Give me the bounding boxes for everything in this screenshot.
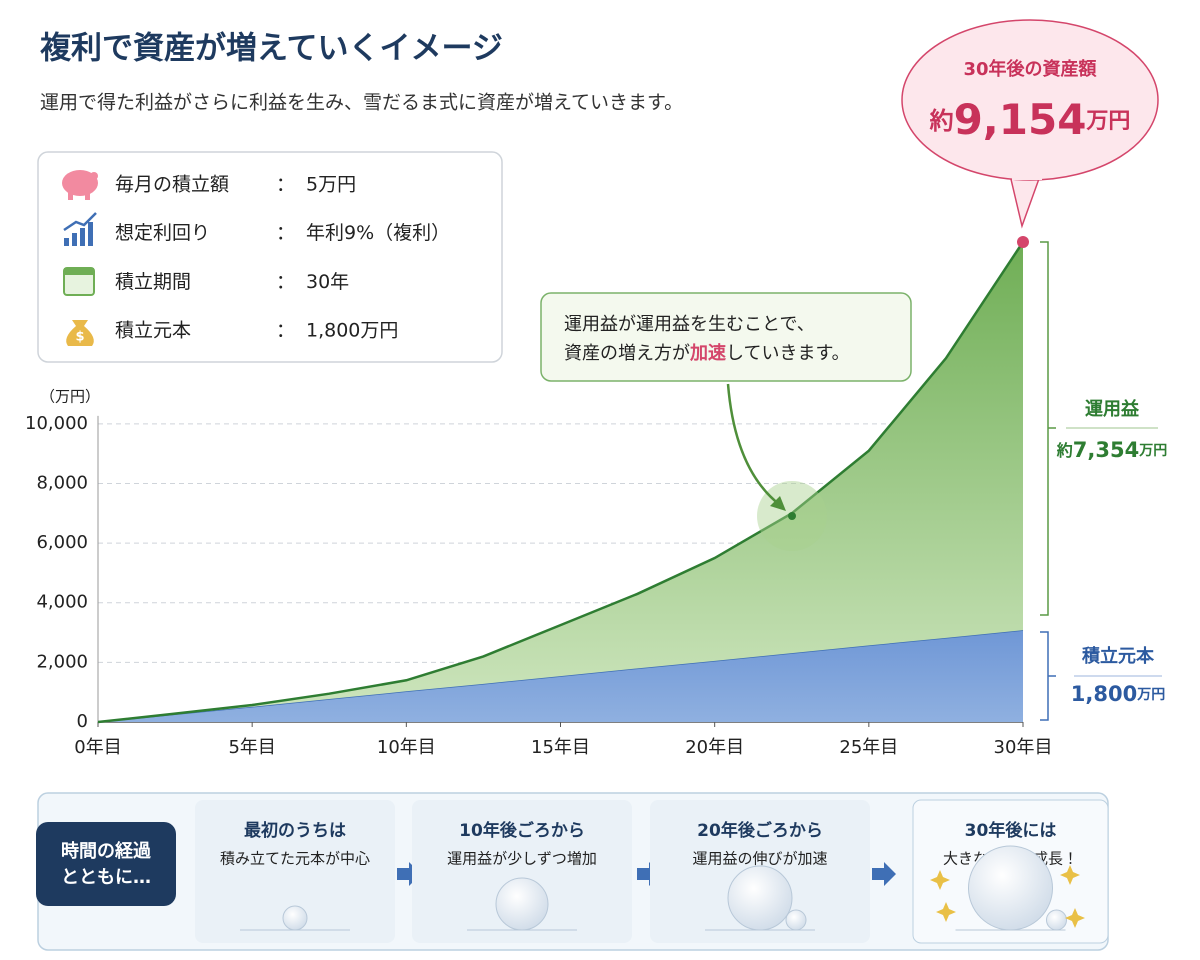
total-amount: 7,354 bbox=[1073, 438, 1139, 462]
total-unit: 万円 bbox=[1136, 687, 1165, 703]
stage-card bbox=[195, 800, 395, 943]
stage-title: 30年後には bbox=[965, 820, 1057, 841]
y-unit: （万円） bbox=[40, 388, 100, 406]
note-box bbox=[540, 292, 912, 382]
stage-text: 運用益が少しずつ増加 bbox=[447, 850, 597, 868]
condition-separator: ： bbox=[276, 222, 295, 244]
snowball bbox=[727, 865, 793, 931]
x-tick-label: 5年目 bbox=[228, 737, 275, 758]
y-tick-label: 4,000 bbox=[36, 592, 88, 613]
end-dot bbox=[1017, 236, 1029, 248]
y-tick-label: 0 bbox=[77, 711, 88, 732]
condition-separator: ： bbox=[276, 174, 295, 196]
y-tick-label: 6,000 bbox=[36, 532, 88, 553]
highlight-dot bbox=[788, 512, 796, 520]
icon-glyph: $ bbox=[75, 330, 84, 345]
bracket-principal bbox=[1040, 631, 1056, 721]
note-highlight: 加速 bbox=[689, 342, 726, 364]
sparkle bbox=[1065, 908, 1085, 928]
condition-value: 30年 bbox=[306, 271, 349, 293]
icon-calendar bbox=[63, 267, 95, 296]
earnings-label: 運用益 bbox=[1085, 398, 1140, 420]
icon-piggy bbox=[62, 170, 98, 200]
badge-text: とともに… bbox=[61, 867, 151, 888]
note-text: 資産の増え方が bbox=[564, 343, 690, 364]
snowball bbox=[968, 845, 1053, 931]
x-tick-label: 25年目 bbox=[839, 737, 898, 758]
condition-separator: ： bbox=[276, 320, 295, 342]
condition-value: 5万円 bbox=[306, 174, 356, 196]
x-tick-label: 30年目 bbox=[994, 737, 1053, 758]
condition-label: 積立期間 bbox=[115, 271, 191, 293]
area-edge bbox=[97, 241, 1025, 724]
condition-value: 年利9%（複利） bbox=[306, 222, 450, 244]
callout-pointer bbox=[1009, 174, 1042, 229]
x-tick-label: 0年目 bbox=[74, 737, 121, 758]
icon-moneybag: $ bbox=[66, 320, 94, 346]
area bbox=[98, 242, 1023, 722]
note-arrow bbox=[726, 383, 781, 506]
stage-arrow bbox=[872, 862, 896, 886]
plot-area: 0 2,000 4,000 6,000 8,000 10,000 0年目 5年目 10年目 15年… bbox=[25, 241, 1053, 758]
x-tick-label: 10年目 bbox=[377, 737, 436, 758]
title: 複利で資産が増えていくイメージ bbox=[40, 31, 503, 67]
subtitle: 運用で得た利益がさらに利益を生み、雪だるま式に資産が増えていきます。 bbox=[40, 92, 683, 114]
badge-text: 時間の経過 bbox=[61, 840, 151, 862]
condition-separator: ： bbox=[276, 271, 295, 293]
stage-title: 20年後ごろから bbox=[697, 820, 823, 841]
snowball-small bbox=[1046, 909, 1067, 931]
sparkle bbox=[936, 902, 956, 922]
icon-growth bbox=[63, 212, 97, 246]
timeline-badge bbox=[36, 822, 176, 906]
y-tick-label: 2,000 bbox=[36, 651, 88, 672]
total-amount: 1,800 bbox=[1071, 682, 1137, 706]
earnings-total: 約7,354万円 bbox=[1056, 438, 1167, 462]
result-value: 約9,154万円 bbox=[929, 95, 1131, 144]
x-tick-label: 15年目 bbox=[531, 737, 590, 758]
bracket-earnings bbox=[1040, 241, 1056, 616]
note-line: 資産の増え方が加速していきます。 bbox=[564, 342, 850, 364]
condition-value: 1,800万円 bbox=[306, 320, 398, 342]
y-tick-label: 10,000 bbox=[25, 413, 88, 434]
total-prefix: 約 bbox=[1056, 441, 1073, 460]
condition-label: 想定利回り bbox=[115, 222, 210, 244]
stage-text: 運用益の伸びが加速 bbox=[692, 850, 827, 868]
sparkle bbox=[1060, 865, 1080, 885]
stage-card bbox=[412, 800, 632, 943]
condition-label: 積立元本 bbox=[115, 320, 191, 342]
stage-title: 10年後ごろから bbox=[459, 820, 585, 841]
result-unit: 万円 bbox=[1085, 109, 1130, 134]
principal-total: 1,800万円 bbox=[1071, 682, 1165, 706]
condition-label: 毎月の積立額 bbox=[115, 174, 229, 196]
principal-label: 積立元本 bbox=[1081, 645, 1155, 667]
note-arrowhead bbox=[770, 496, 786, 511]
note-text: していきます。 bbox=[726, 343, 850, 364]
snowball bbox=[282, 905, 308, 931]
result-amount: 9,154 bbox=[954, 95, 1087, 144]
conditions-box bbox=[37, 151, 503, 363]
stage-text: 積み立てた元本が中心 bbox=[220, 850, 370, 868]
sparkle bbox=[930, 870, 950, 890]
y-tick-label: 8,000 bbox=[36, 472, 88, 493]
x-tick-label: 20年目 bbox=[685, 737, 744, 758]
total-unit: 万円 bbox=[1138, 443, 1167, 459]
result-title: 30年後の資産額 bbox=[963, 58, 1097, 80]
stage-title: 最初のうちは bbox=[244, 820, 346, 841]
result-prefix: 約 bbox=[929, 107, 954, 135]
snowball bbox=[495, 877, 549, 931]
snowball-small bbox=[785, 909, 807, 931]
note-line: 運用益が運用益を生むことで、 bbox=[564, 314, 815, 335]
callout-joint bbox=[1012, 172, 1042, 180]
